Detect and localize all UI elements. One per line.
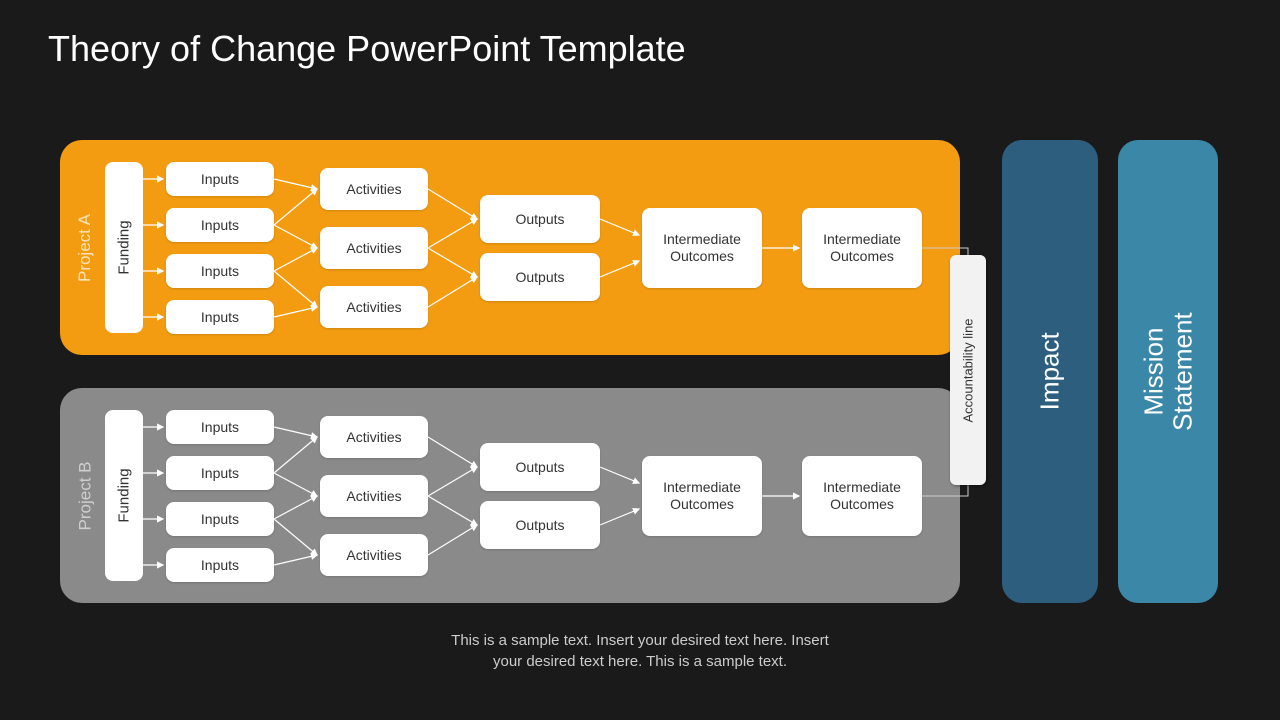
output-box: Outputs: [480, 195, 600, 243]
input-box: Inputs: [166, 548, 274, 582]
slide-title: Theory of Change PowerPoint Template: [48, 28, 686, 70]
input-box: Inputs: [166, 208, 274, 242]
impact-column: Impact: [1002, 140, 1098, 603]
input-box: Inputs: [166, 410, 274, 444]
project-b-label: Project B: [70, 388, 100, 603]
impact-label: Impact: [1036, 332, 1065, 410]
funding-box-b: Funding: [105, 410, 143, 581]
activity-box: Activities: [320, 534, 428, 576]
diagram-canvas: Project A Funding Inputs Inputs Inputs Inpu…: [60, 140, 1220, 620]
project-a-label: Project A: [70, 140, 100, 355]
input-box: Inputs: [166, 456, 274, 490]
mission-label: MissionStatement: [1139, 312, 1196, 431]
output-box: Outputs: [480, 253, 600, 301]
input-box: Inputs: [166, 254, 274, 288]
project-a-panel: Project A Funding Inputs Inputs Inputs Inpu…: [60, 140, 960, 355]
funding-box-a: Funding: [105, 162, 143, 333]
input-box: Inputs: [166, 502, 274, 536]
mission-column: MissionStatement: [1118, 140, 1218, 603]
input-box: Inputs: [166, 162, 274, 196]
output-box: Outputs: [480, 443, 600, 491]
activity-box: Activities: [320, 475, 428, 517]
intermediate-outcome-box: Intermediate Outcomes: [802, 208, 922, 288]
activity-box: Activities: [320, 416, 428, 458]
accountability-box: Accountability line: [950, 255, 986, 485]
intermediate-outcome-box: Intermediate Outcomes: [642, 456, 762, 536]
input-box: Inputs: [166, 300, 274, 334]
project-b-panel: Project B Funding Inputs Inputs Inputs Inpu…: [60, 388, 960, 603]
output-box: Outputs: [480, 501, 600, 549]
intermediate-outcome-box: Intermediate Outcomes: [642, 208, 762, 288]
activity-box: Activities: [320, 168, 428, 210]
footer-text: This is a sample text. Insert your desir…: [0, 630, 1280, 672]
activity-box: Activities: [320, 227, 428, 269]
intermediate-outcome-box: Intermediate Outcomes: [802, 456, 922, 536]
activity-box: Activities: [320, 286, 428, 328]
